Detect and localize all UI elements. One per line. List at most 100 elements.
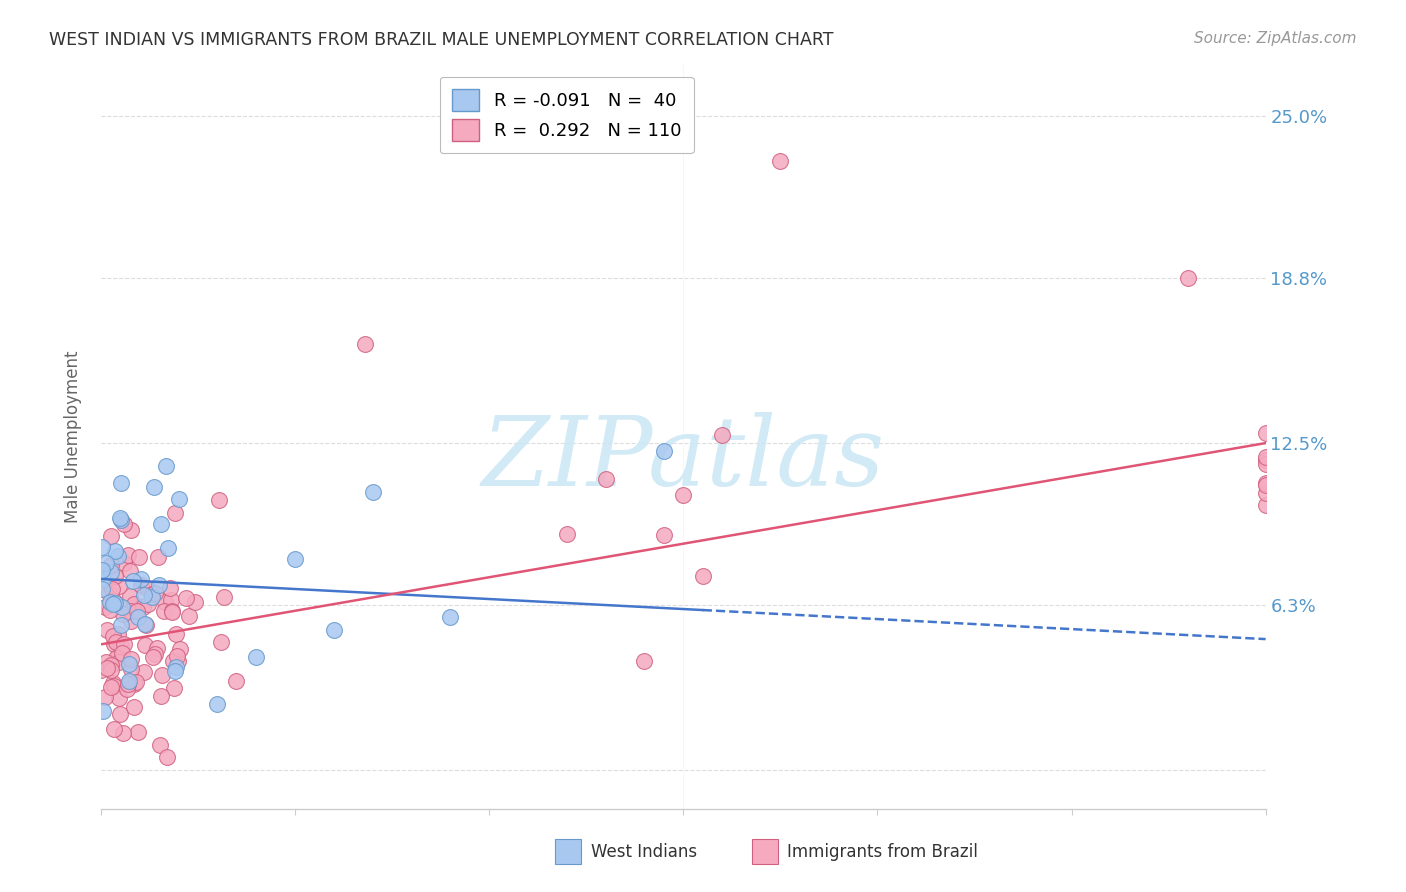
- Point: [98, 603, 121, 617]
- Point: [208, 492, 231, 507]
- Point: [118, 604, 141, 618]
- Point: [595, 473, 617, 487]
- Point: [111, 726, 134, 740]
- Point: [100, 657, 122, 672]
- Point: [711, 428, 734, 442]
- Point: [134, 617, 156, 632]
- Point: [91, 704, 114, 718]
- Point: [177, 609, 200, 624]
- Point: [120, 651, 142, 665]
- Point: [96, 623, 118, 637]
- Point: [166, 648, 188, 663]
- Point: [155, 595, 177, 609]
- Point: [118, 657, 141, 671]
- Point: [633, 654, 655, 668]
- Point: [1254, 457, 1277, 471]
- Point: [135, 617, 157, 632]
- Point: [142, 649, 165, 664]
- Point: [1254, 476, 1277, 491]
- Point: [143, 586, 166, 600]
- Point: [212, 590, 235, 604]
- Text: West Indians: West Indians: [591, 843, 696, 861]
- Point: [127, 610, 149, 624]
- Point: [159, 581, 181, 595]
- Point: [125, 604, 148, 618]
- Point: [163, 681, 186, 695]
- Y-axis label: Male Unemployment: Male Unemployment: [65, 351, 82, 523]
- Point: [115, 681, 138, 696]
- Point: [159, 592, 181, 607]
- Point: [134, 665, 156, 680]
- Point: [100, 680, 122, 694]
- Point: [101, 597, 124, 611]
- Point: [91, 572, 114, 586]
- Point: [284, 551, 307, 566]
- Point: [555, 527, 578, 541]
- Point: [132, 600, 155, 615]
- Point: [169, 641, 191, 656]
- Text: Source: ZipAtlas.com: Source: ZipAtlas.com: [1194, 31, 1357, 46]
- Point: [96, 655, 118, 669]
- Point: [103, 594, 125, 608]
- Text: ZIPatlas: ZIPatlas: [482, 412, 884, 506]
- Point: [105, 650, 128, 665]
- Point: [184, 595, 207, 609]
- Point: [112, 517, 135, 532]
- Point: [163, 664, 186, 678]
- Point: [152, 603, 174, 617]
- Point: [167, 654, 190, 668]
- Point: [111, 646, 134, 660]
- Point: [118, 564, 141, 578]
- Point: [125, 674, 148, 689]
- Point: [129, 578, 152, 592]
- Point: [118, 589, 141, 603]
- Point: [1254, 453, 1277, 467]
- Point: [167, 492, 190, 507]
- Point: [134, 638, 156, 652]
- Point: [108, 648, 131, 662]
- Point: [124, 597, 146, 611]
- Point: [141, 590, 163, 604]
- Point: [118, 674, 141, 689]
- Point: [322, 623, 344, 637]
- Point: [149, 690, 172, 704]
- Point: [165, 626, 187, 640]
- Point: [108, 690, 131, 705]
- Point: [100, 529, 122, 543]
- Point: [91, 563, 114, 577]
- Point: [1254, 477, 1277, 491]
- Point: [96, 557, 118, 571]
- Point: [207, 697, 229, 711]
- Point: [104, 596, 127, 610]
- Point: [652, 444, 675, 458]
- Point: [101, 582, 124, 597]
- Point: [98, 595, 121, 609]
- Point: [148, 577, 170, 591]
- Point: [174, 591, 197, 605]
- Point: [100, 566, 122, 580]
- Point: [108, 511, 131, 525]
- Point: [652, 528, 675, 542]
- Point: [156, 749, 179, 764]
- Point: [1177, 271, 1199, 285]
- Point: [94, 690, 117, 704]
- Point: [146, 549, 169, 564]
- Point: [91, 540, 114, 554]
- Point: [128, 550, 150, 565]
- Legend: R = -0.091   N =  40, R =  0.292   N = 110: R = -0.091 N = 40, R = 0.292 N = 110: [440, 77, 695, 153]
- Point: [361, 485, 384, 500]
- Point: [104, 569, 127, 583]
- Point: [162, 654, 184, 668]
- Point: [93, 599, 115, 614]
- Point: [120, 523, 142, 537]
- Point: [103, 679, 125, 693]
- Point: [104, 635, 127, 649]
- Point: [146, 640, 169, 655]
- Point: [136, 597, 159, 611]
- Point: [104, 543, 127, 558]
- Point: [1254, 486, 1277, 500]
- Point: [129, 572, 152, 586]
- Point: [120, 614, 142, 628]
- Point: [103, 722, 125, 736]
- Point: [1254, 450, 1277, 465]
